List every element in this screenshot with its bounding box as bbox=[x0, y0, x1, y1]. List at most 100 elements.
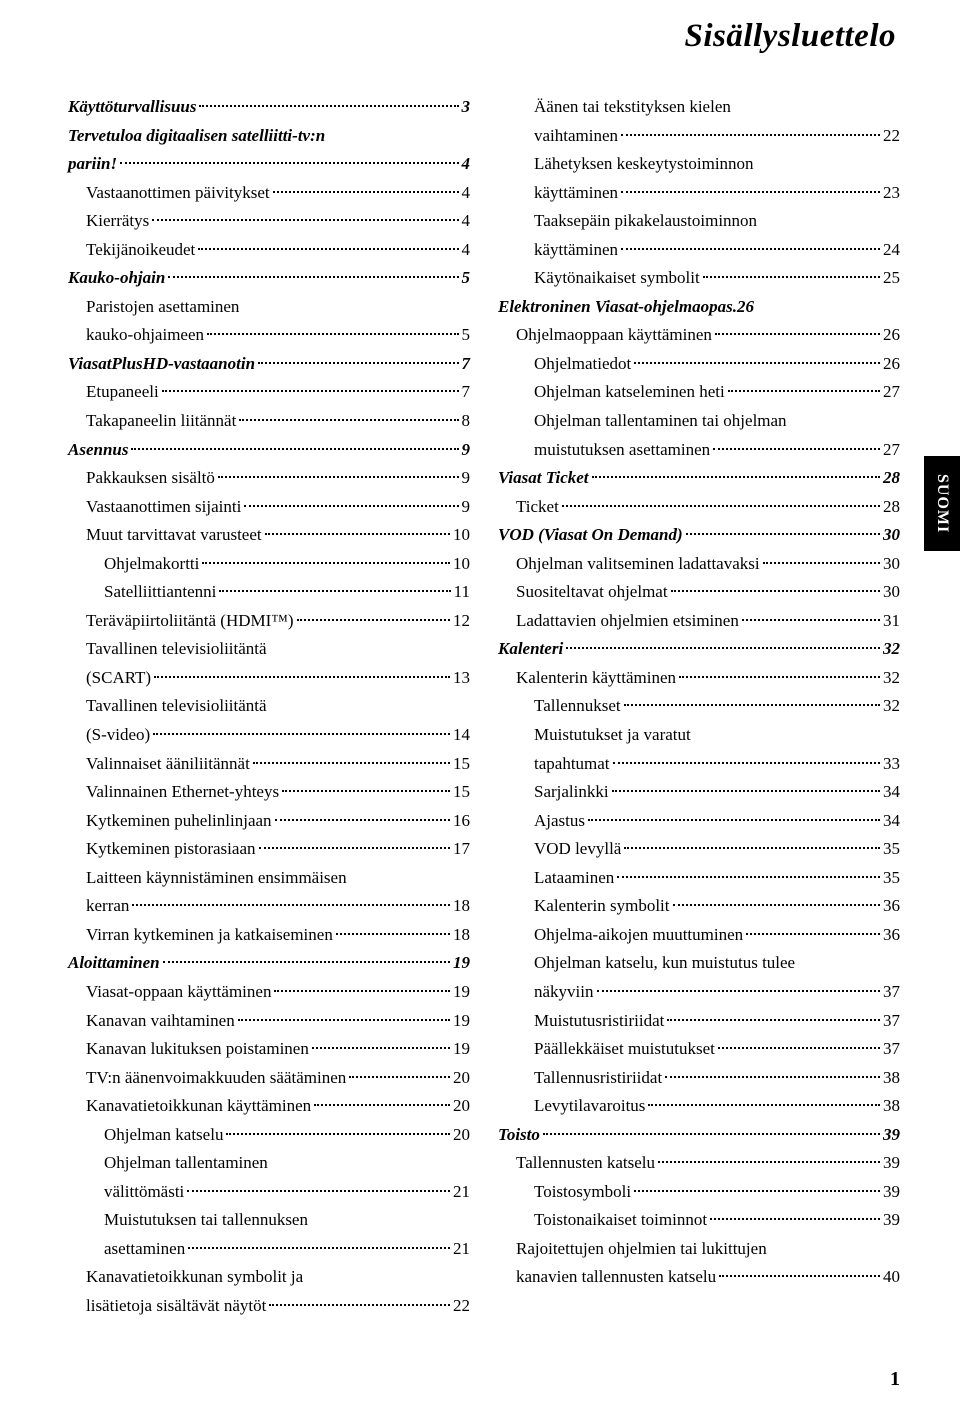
toc-leader-dots bbox=[282, 790, 450, 792]
toc-entry-cont: asettaminen21 bbox=[68, 1235, 470, 1264]
toc-leader-dots bbox=[253, 762, 450, 764]
toc-entry: Tallennusten katselu39 bbox=[498, 1149, 900, 1178]
toc-page-number: 4 bbox=[462, 150, 471, 179]
toc-label: Toistonaikaiset toiminnot bbox=[534, 1206, 707, 1235]
toc-page-number: 9 bbox=[462, 436, 471, 465]
toc-leader-dots bbox=[258, 362, 458, 364]
toc-label: Toisto bbox=[498, 1121, 540, 1150]
toc-page-number: 17 bbox=[453, 835, 470, 864]
toc-label: Kanavatietoikkunan käyttäminen bbox=[86, 1092, 311, 1121]
toc-entry: Lähetyksen keskeytystoiminnon bbox=[498, 150, 900, 179]
toc-entry: Toisto39 bbox=[498, 1121, 900, 1150]
toc-page-number: 20 bbox=[453, 1121, 470, 1150]
toc-entry-cont: kerran18 bbox=[68, 892, 470, 921]
toc-leader-dots bbox=[543, 1133, 880, 1135]
toc-page-number: 10 bbox=[453, 521, 470, 550]
toc-page-number: 27 bbox=[883, 436, 900, 465]
toc-label: Muistutusristiriidat bbox=[534, 1007, 664, 1036]
toc-entry-cont: näkyviin37 bbox=[498, 978, 900, 1007]
toc-label: Ohjelmatiedot bbox=[534, 350, 631, 379]
toc-leader-dots bbox=[131, 448, 458, 450]
toc-entry-cont: vaihtaminen22 bbox=[498, 122, 900, 151]
toc-label: Satelliittiantenni bbox=[104, 578, 216, 607]
toc-entry-cont: pariin!4 bbox=[68, 150, 470, 179]
toc-entry: Kalenterin käyttäminen32 bbox=[498, 664, 900, 693]
toc-page-number: 20 bbox=[453, 1064, 470, 1093]
toc-page-number: 22 bbox=[883, 122, 900, 151]
toc-entry: Sarjalinkki34 bbox=[498, 778, 900, 807]
toc-page-number: 9 bbox=[462, 493, 471, 522]
toc-page-number: 39 bbox=[883, 1149, 900, 1178]
toc-label: Kalenteri bbox=[498, 635, 563, 664]
toc-label: VOD (Viasat On Demand) bbox=[498, 521, 683, 550]
toc-leader-dots bbox=[634, 362, 880, 364]
toc-leader-dots bbox=[238, 1019, 450, 1021]
toc-leader-dots bbox=[162, 390, 459, 392]
toc-leader-dots bbox=[658, 1161, 880, 1163]
toc-page-number: 37 bbox=[883, 1007, 900, 1036]
toc-page-number: 26 bbox=[883, 321, 900, 350]
toc-label: Ladattavien ohjelmien etsiminen bbox=[516, 607, 739, 636]
toc-leader-dots bbox=[673, 904, 880, 906]
toc-entry: VOD levyllä 35 bbox=[498, 835, 900, 864]
toc-leader-dots bbox=[665, 1076, 880, 1078]
toc-entry: Levytilavaroitus 38 bbox=[498, 1092, 900, 1121]
toc-page-number: 38 bbox=[883, 1092, 900, 1121]
toc-page-number: 28 bbox=[883, 464, 900, 493]
toc-columns: Käyttöturvallisuus3Tervetuloa digitaalis… bbox=[68, 93, 900, 1321]
toc-entry: Valinnainen Ethernet-yhteys15 bbox=[68, 778, 470, 807]
toc-page-number: 25 bbox=[883, 264, 900, 293]
toc-entry: Asennus9 bbox=[68, 436, 470, 465]
toc-label: Käytönaikaiset symbolit bbox=[534, 264, 700, 293]
toc-label: Ohjelmaoppaan käyttäminen bbox=[516, 321, 712, 350]
toc-page-number: 36 bbox=[883, 921, 900, 950]
toc-label: Tekijänoikeudet bbox=[86, 236, 195, 265]
toc-entry: Kalenteri32 bbox=[498, 635, 900, 664]
toc-page-number: 32 bbox=[883, 664, 900, 693]
toc-leader-dots bbox=[226, 1133, 450, 1135]
toc-leader-dots bbox=[710, 1218, 880, 1220]
toc-label: Kanavan lukituksen poistaminen bbox=[86, 1035, 309, 1064]
toc-leader-dots bbox=[312, 1047, 450, 1049]
toc-entry: Valinnaiset ääniliitännät15 bbox=[68, 750, 470, 779]
toc-page-number: 18 bbox=[453, 921, 470, 950]
toc-entry: Etupaneeli7 bbox=[68, 378, 470, 407]
toc-entry: Kytkeminen puhelinlinjaan16 bbox=[68, 807, 470, 836]
toc-entry: Kierrätys4 bbox=[68, 207, 470, 236]
toc-page-number: 14 bbox=[453, 721, 470, 750]
toc-entry: Tallennukset32 bbox=[498, 692, 900, 721]
toc-entry: Vastaanottimen sijainti9 bbox=[68, 493, 470, 522]
toc-label: Teräväpiirtoliitäntä (HDMI™) bbox=[86, 607, 294, 636]
toc-entry: Muut tarvittavat varusteet 10 bbox=[68, 521, 470, 550]
toc-entry: Muistutukset ja varatut bbox=[498, 721, 900, 750]
toc-page-number: 32 bbox=[883, 692, 900, 721]
toc-label: Levytilavaroitus bbox=[534, 1092, 645, 1121]
toc-page-number: 26 bbox=[737, 293, 754, 322]
toc-page-number: 36 bbox=[883, 892, 900, 921]
toc-page-number: 35 bbox=[883, 835, 900, 864]
toc-label: Takapaneelin liitännät bbox=[86, 407, 236, 436]
toc-label: Ohjelma-aikojen muuttuminen bbox=[534, 921, 743, 950]
toc-label: Valinnaiset ääniliitännät bbox=[86, 750, 250, 779]
toc-entry: Tavallinen televisioliitäntä bbox=[68, 692, 470, 721]
toc-leader-dots bbox=[168, 276, 458, 278]
toc-entry: Käytönaikaiset symbolit 25 bbox=[498, 264, 900, 293]
toc-leader-dots bbox=[336, 933, 450, 935]
toc-entry-cont: tapahtumat33 bbox=[498, 750, 900, 779]
toc-entry: Elektroninen Viasat-ohjelmaopas . 26 bbox=[498, 293, 900, 322]
toc-label: Vastaanottimen päivitykset bbox=[86, 179, 270, 208]
toc-page-number: 9 bbox=[462, 464, 471, 493]
toc-leader-dots bbox=[244, 505, 458, 507]
toc-leader-dots bbox=[624, 704, 880, 706]
toc-left-column: Käyttöturvallisuus3Tervetuloa digitaalis… bbox=[68, 93, 470, 1321]
toc-leader-dots bbox=[314, 1104, 450, 1106]
toc-entry-cont: käyttäminen23 bbox=[498, 179, 900, 208]
toc-label: Muut tarvittavat varusteet bbox=[86, 521, 262, 550]
toc-entry: Teräväpiirtoliitäntä (HDMI™)12 bbox=[68, 607, 470, 636]
toc-entry: Ladattavien ohjelmien etsiminen31 bbox=[498, 607, 900, 636]
toc-entry: Kanavan lukituksen poistaminen19 bbox=[68, 1035, 470, 1064]
toc-label: VOD levyllä bbox=[534, 835, 621, 864]
toc-page-number: 30 bbox=[883, 578, 900, 607]
toc-leader-dots bbox=[218, 476, 459, 478]
toc-leader-dots bbox=[742, 619, 880, 621]
